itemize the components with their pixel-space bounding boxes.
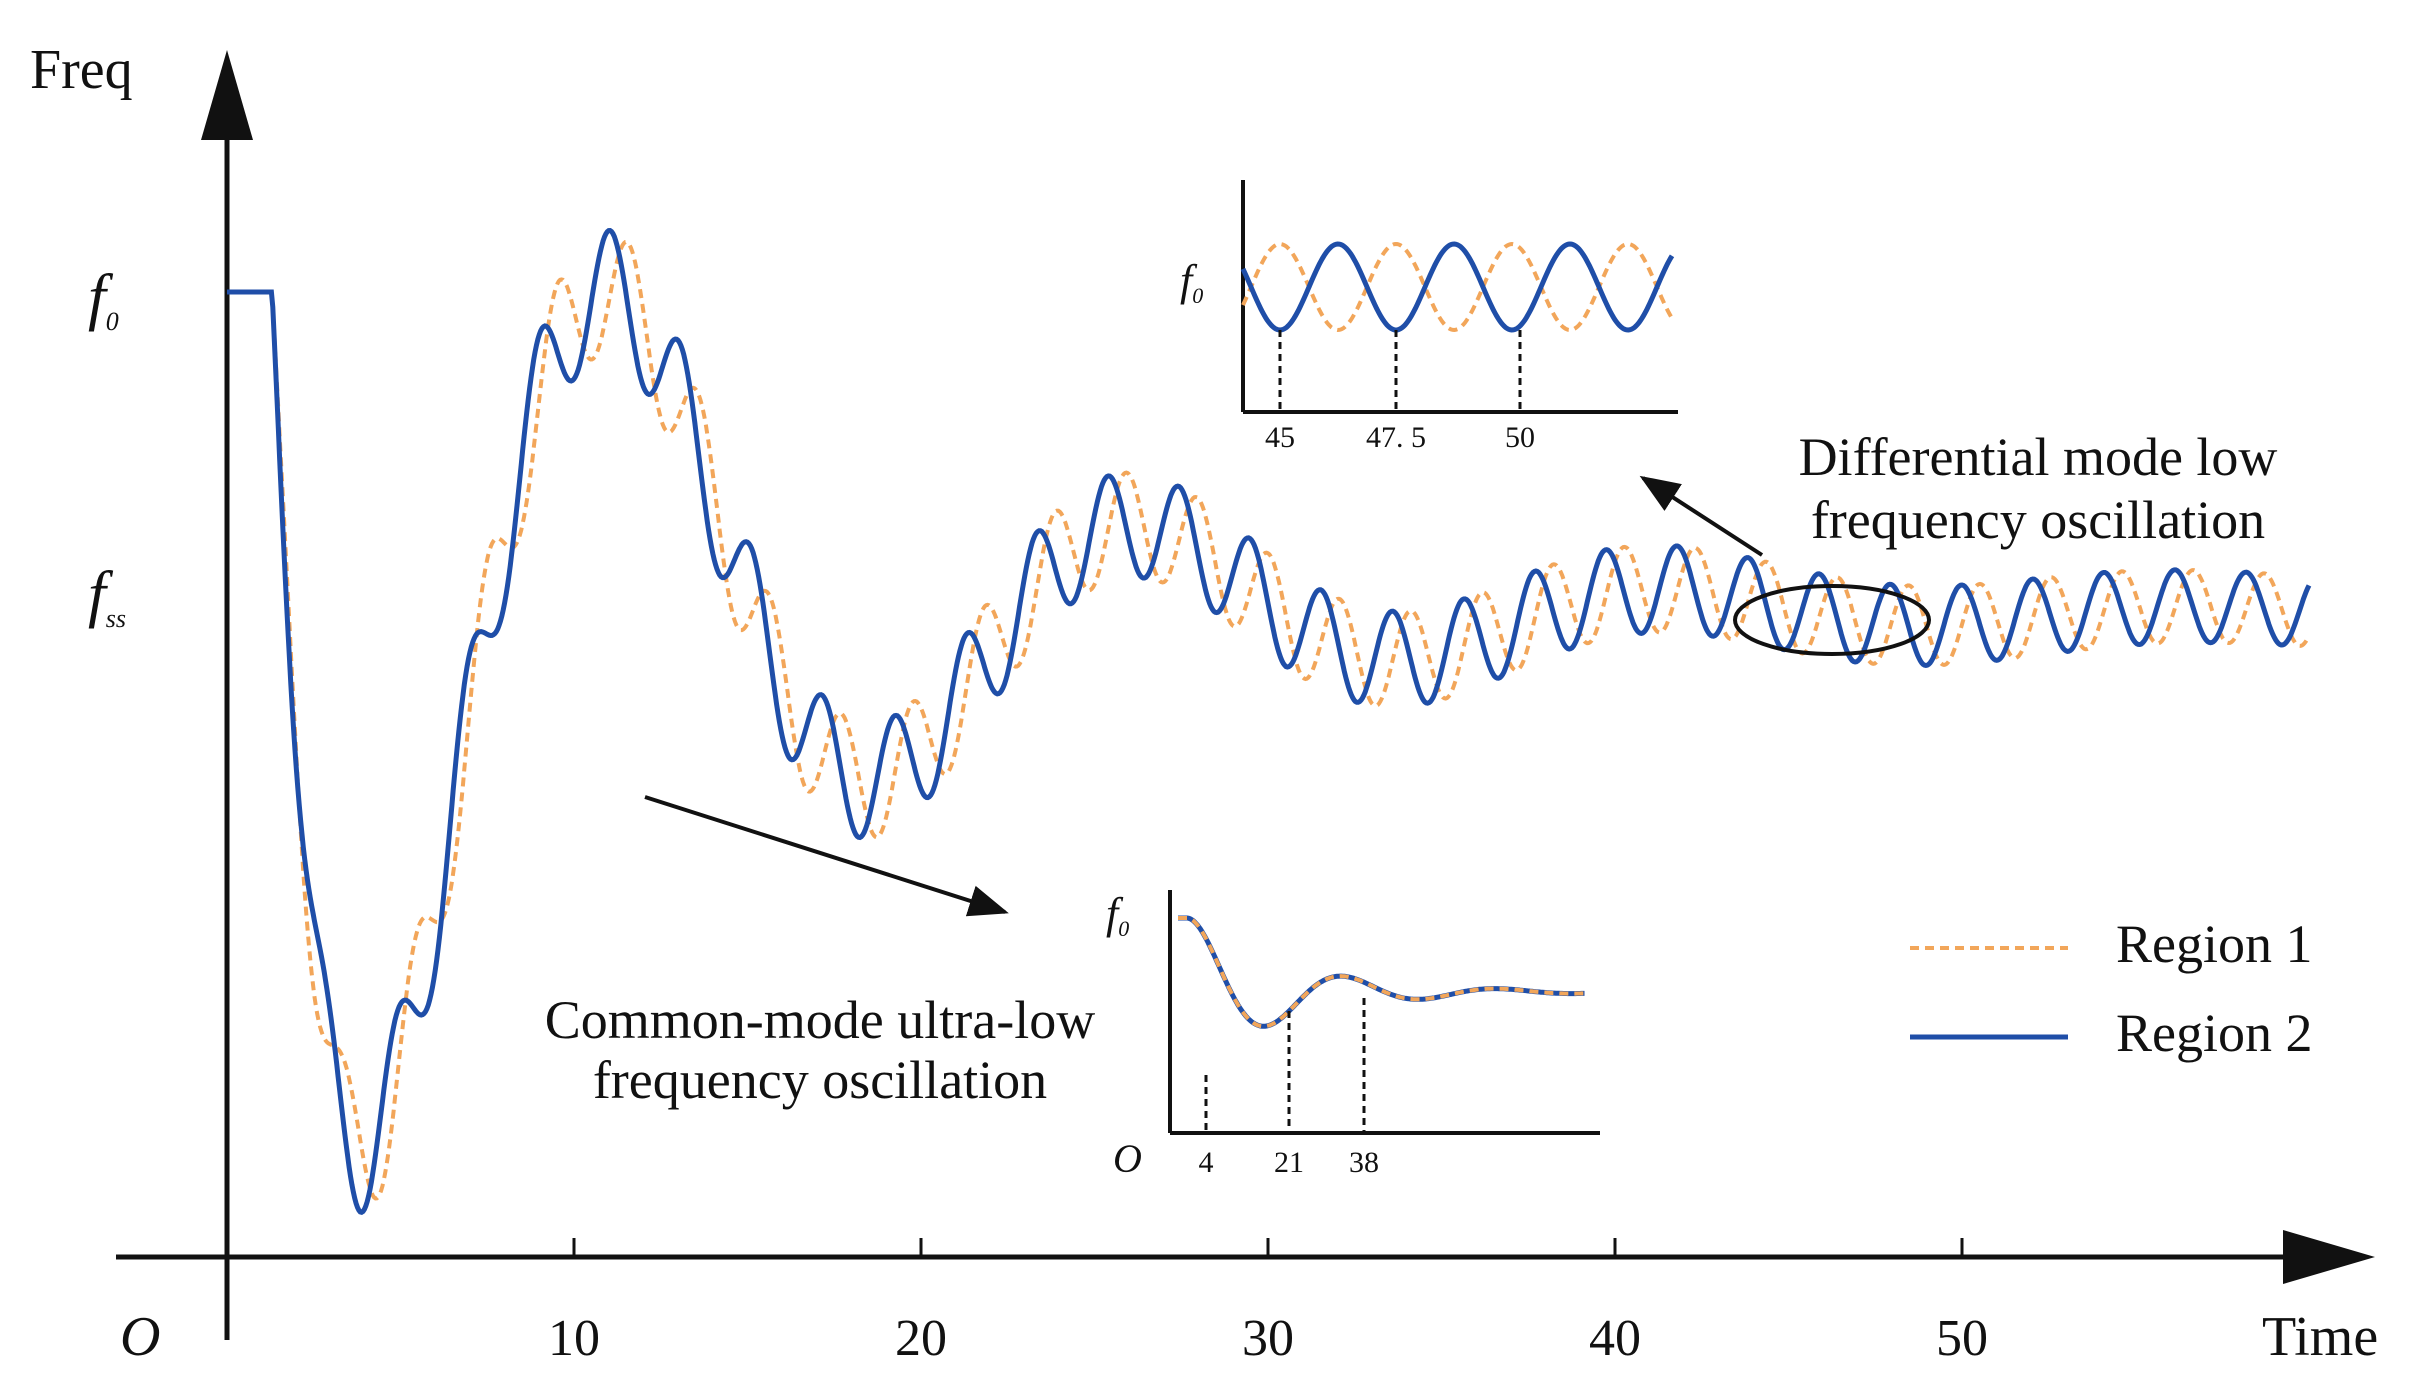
- svg-text:fss: fss: [88, 558, 126, 633]
- y-axis-arrow-icon: [201, 50, 253, 140]
- y-tick-f0: f0: [88, 261, 119, 336]
- diff-inset-y-label: f0: [1180, 256, 1203, 308]
- series-line-region-2: [227, 227, 2312, 1216]
- cm-inset-origin-label: O: [1113, 1136, 1142, 1181]
- x-axis-label: Time: [2262, 1306, 2378, 1368]
- legend: Region 1 Region 2: [1910, 914, 2313, 1063]
- common-mode-inset: 4 21 38 O f0: [1106, 889, 1600, 1181]
- x-axis-arrow-icon: [2283, 1230, 2375, 1284]
- cm-inset-region-2-line: [1178, 915, 1585, 1029]
- svg-text:10: 10: [548, 1310, 600, 1367]
- differential-highlight-ellipse: [1733, 584, 1931, 656]
- differential-mode-inset: 45 47. 5 50 f0: [1180, 180, 1678, 454]
- series-line-region-1: [227, 239, 2311, 1201]
- svg-text:50: 50: [1936, 1310, 1988, 1367]
- svg-text:Region 1: Region 1: [2116, 914, 2313, 974]
- origin-label: O: [120, 1306, 160, 1368]
- legend-entry-region-2: Region 2: [1910, 1003, 2313, 1063]
- svg-text:20: 20: [895, 1310, 947, 1367]
- diff-inset-region-1-line: [1241, 241, 1674, 333]
- cm-inset-y-label: f0: [1106, 889, 1129, 941]
- svg-text:frequency oscillation: frequency oscillation: [1811, 490, 2265, 550]
- differential-annotation-arrow: [1639, 475, 1764, 557]
- y-tick-fss: fss: [88, 558, 126, 633]
- svg-text:40: 40: [1589, 1310, 1641, 1367]
- cm-inset-tick-4: 4: [1199, 1146, 1214, 1179]
- cm-inset-tick-38: 38: [1349, 1146, 1379, 1179]
- legend-entry-region-1: Region 1: [1910, 914, 2313, 974]
- differential-annotation: Differential mode low frequency oscillat…: [1799, 427, 2278, 550]
- common-mode-annotation-arrow: [644, 795, 1009, 917]
- svg-text:Differential mode low: Differential mode low: [1799, 427, 2278, 487]
- x-tick-20: 20: [895, 1238, 947, 1367]
- svg-text:Region 2: Region 2: [2116, 1003, 2313, 1063]
- diff-inset-tick-47-5: 47. 5: [1366, 421, 1426, 454]
- svg-text:Common-mode ultra-low: Common-mode ultra-low: [545, 990, 1095, 1050]
- diff-inset-tick-45: 45: [1265, 421, 1295, 454]
- diff-inset-tick-50: 50: [1505, 421, 1535, 454]
- x-tick-50: 50: [1936, 1238, 1988, 1367]
- svg-text:frequency oscillation: frequency oscillation: [593, 1050, 1047, 1110]
- x-tick-40: 40: [1589, 1238, 1641, 1367]
- svg-text:f0: f0: [88, 261, 119, 336]
- cm-inset-tick-21: 21: [1274, 1146, 1304, 1179]
- x-tick-30: 30: [1242, 1238, 1294, 1367]
- x-tick-10: 10: [548, 1238, 600, 1367]
- common-mode-annotation: Common-mode ultra-low frequency oscillat…: [545, 990, 1095, 1110]
- cm-inset-region-1-line: [1178, 916, 1585, 1029]
- svg-text:30: 30: [1242, 1310, 1294, 1367]
- diff-inset-region-2-line: [1240, 241, 1675, 333]
- y-axis-label: Freq: [30, 39, 133, 101]
